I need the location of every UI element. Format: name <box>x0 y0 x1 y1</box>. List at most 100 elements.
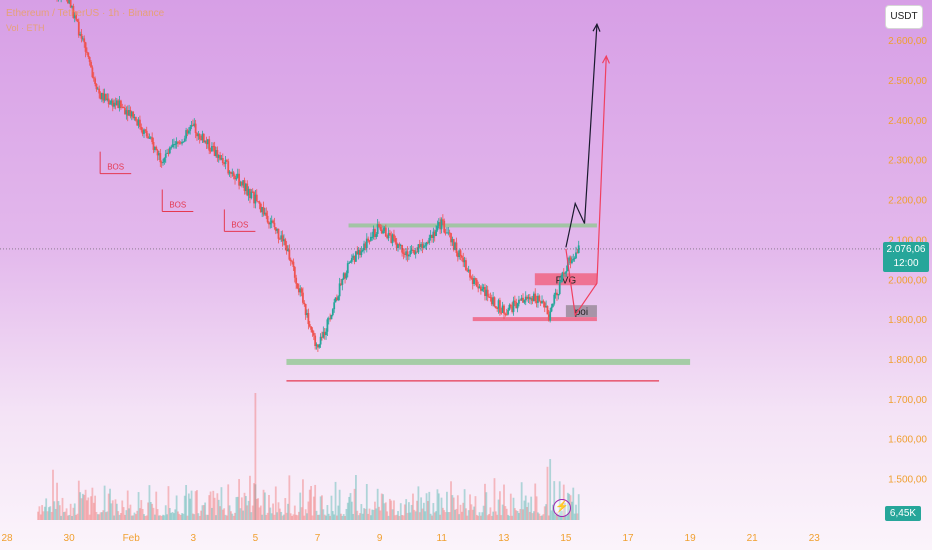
volume-bar <box>323 514 326 520</box>
candle <box>115 100 118 106</box>
candle <box>522 297 524 303</box>
candle <box>292 261 295 268</box>
candle <box>247 189 250 196</box>
candle <box>360 251 363 256</box>
candle <box>246 183 249 196</box>
volume-bar <box>148 485 151 520</box>
candle <box>86 51 88 53</box>
volume-bar <box>311 515 314 520</box>
volume-bar <box>516 511 519 520</box>
volume-bar <box>484 483 486 520</box>
volume-bar <box>431 515 433 520</box>
candle <box>326 319 329 332</box>
candle <box>560 279 562 283</box>
candles-layer <box>56 0 580 352</box>
candle <box>289 259 292 262</box>
candle <box>153 146 156 150</box>
candle <box>375 233 378 238</box>
candle <box>189 126 192 131</box>
volume-bar <box>72 507 75 520</box>
candle <box>467 269 470 272</box>
volume-bar <box>244 496 247 520</box>
candle <box>306 313 308 316</box>
volume-bar <box>107 493 110 520</box>
volume-bar <box>52 469 54 520</box>
volume-bar <box>299 492 302 520</box>
volume-bar <box>46 511 49 520</box>
volume-bar <box>253 483 255 520</box>
volume-bar <box>144 515 147 520</box>
volume-bar <box>254 484 257 520</box>
volume-bar <box>508 515 511 520</box>
volume-bar <box>549 459 552 520</box>
volume-bar <box>193 514 196 520</box>
candle <box>215 150 217 156</box>
zone-fvg <box>534 273 597 286</box>
volume-bar <box>538 513 541 520</box>
volume-bar <box>378 506 380 520</box>
volume-bar <box>537 512 539 520</box>
candle <box>488 296 490 298</box>
currency-button[interactable]: USDT <box>885 5 923 29</box>
volume-bar <box>220 487 223 520</box>
volume-bar <box>346 502 349 520</box>
volume-bar <box>155 491 158 520</box>
volume-bar <box>69 503 72 520</box>
volume-bar <box>541 515 543 520</box>
volume-bar <box>198 515 201 520</box>
volume-bar <box>388 498 391 520</box>
volume-bar <box>473 506 476 520</box>
arrowhead-retest <box>601 54 610 64</box>
volume-bar <box>462 502 465 520</box>
volume-bar <box>520 482 523 520</box>
candle <box>145 130 148 137</box>
volume-bar <box>91 487 94 520</box>
volume-bar <box>287 503 289 520</box>
candle <box>79 34 82 36</box>
candle <box>489 297 492 299</box>
candle <box>475 279 478 287</box>
candle <box>367 238 370 241</box>
volume-bar <box>283 514 285 520</box>
volume-bar <box>243 492 246 520</box>
candle <box>576 252 579 254</box>
volume-bar <box>341 515 344 520</box>
candle <box>136 120 139 126</box>
candle <box>124 108 126 115</box>
x-tick-label: 7 <box>315 533 321 544</box>
candle <box>532 293 535 301</box>
volume-bar <box>355 475 357 520</box>
volume-bar <box>266 512 269 520</box>
candle <box>143 129 145 134</box>
volume-bar <box>185 484 188 520</box>
volume-bar <box>312 496 315 520</box>
candle <box>238 173 240 186</box>
candle <box>340 283 342 285</box>
volume-bar <box>367 513 370 520</box>
candle <box>318 344 321 348</box>
flash-icon[interactable]: ⚡ <box>553 499 571 517</box>
candle <box>455 242 458 253</box>
candle <box>518 299 520 304</box>
candle <box>219 155 221 160</box>
volume-bar <box>337 505 340 520</box>
volume-bar <box>395 514 398 520</box>
volume-bar <box>494 511 497 520</box>
candle <box>575 252 577 259</box>
volume-bar <box>163 515 166 520</box>
candle <box>314 335 317 347</box>
candle <box>121 107 124 109</box>
volume-bar <box>447 512 450 520</box>
volume-bar <box>90 496 92 520</box>
volume-bar <box>285 512 288 520</box>
candle <box>262 207 265 215</box>
candle <box>205 140 208 145</box>
candle <box>304 303 307 316</box>
candle <box>208 139 211 151</box>
candle <box>458 250 461 258</box>
volume-bar <box>524 495 527 520</box>
volume-bar <box>153 514 156 520</box>
candle <box>408 254 410 257</box>
candle <box>240 182 243 186</box>
